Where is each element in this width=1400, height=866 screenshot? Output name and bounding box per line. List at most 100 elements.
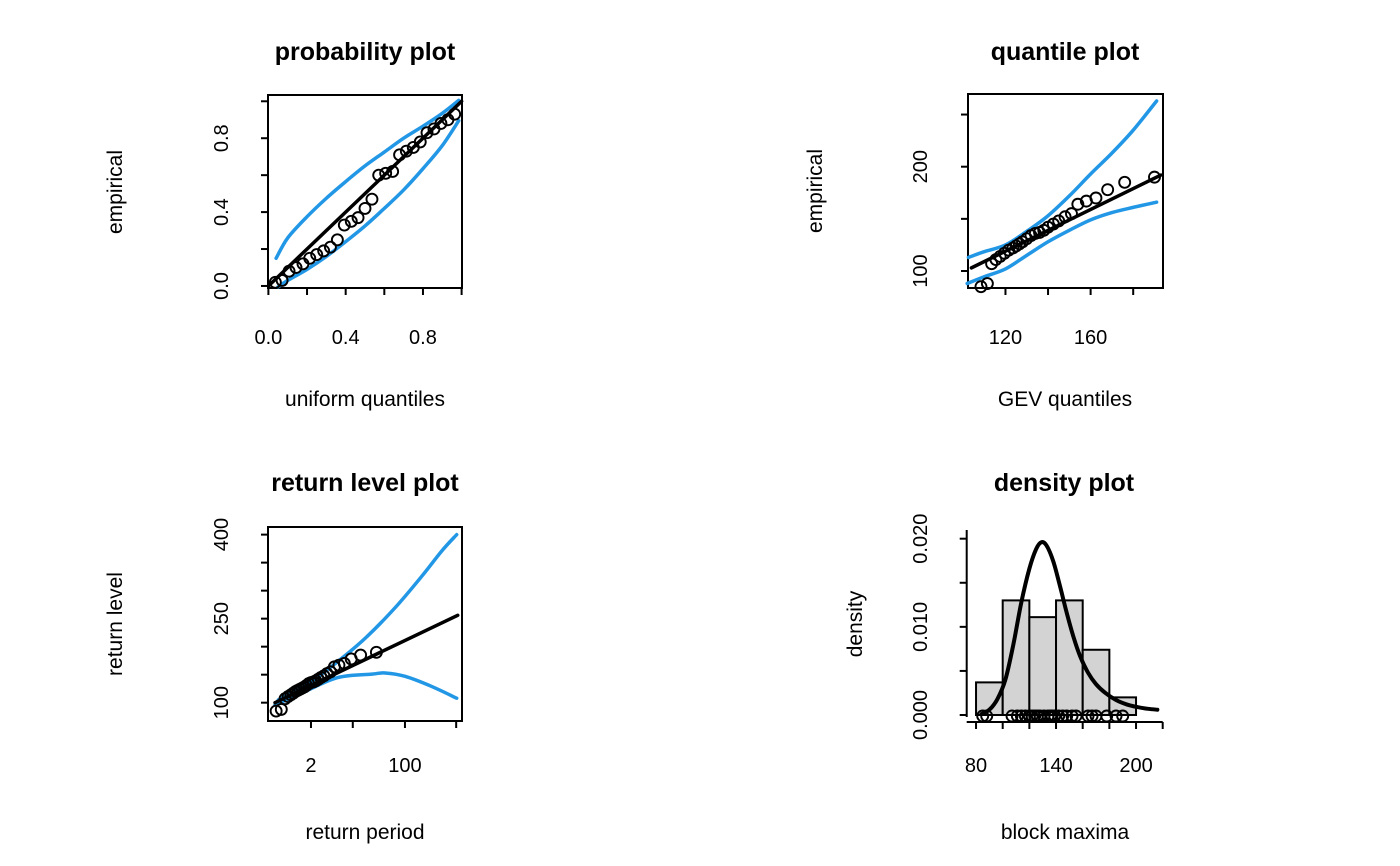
data-point: [323, 240, 337, 254]
y-tick-label: 400: [211, 518, 233, 551]
y-tick-label: 100: [211, 686, 233, 719]
rug-point: [1005, 709, 1019, 723]
data-point: [354, 648, 368, 662]
y-tick-label: 0.020: [910, 514, 932, 564]
plot-box: [267, 94, 463, 289]
data-point: [303, 251, 317, 265]
histogram-bar: [1055, 599, 1084, 717]
axes: 80 140 200 0.000 0.010 0.020: [910, 514, 1164, 777]
x-axis-label: uniform quantiles: [285, 388, 445, 411]
data-point: [1118, 175, 1132, 189]
histogram-bar: [1028, 616, 1058, 717]
series: [269, 532, 460, 718]
rug-point: [1065, 709, 1079, 723]
upper-confidence-band: [276, 532, 459, 702]
data-point: [358, 201, 372, 215]
x-tick-label: 100: [388, 755, 421, 777]
data-point: [386, 165, 400, 178]
rug-point: [1085, 709, 1099, 723]
density-curve: [979, 540, 1160, 717]
plot-box: [967, 93, 1164, 289]
x-axis-label: block maxima: [1001, 821, 1130, 844]
data-point: [282, 264, 296, 278]
series: [975, 540, 1160, 723]
rug-point: [1056, 709, 1070, 723]
data-point: [1058, 210, 1072, 224]
x-tick-label: 120: [989, 327, 1022, 349]
density-plot-panel: density plot block maxima density 80 140 2…: [844, 469, 1164, 844]
data-point: [1065, 207, 1078, 221]
data-point: [344, 214, 358, 228]
y-tick-label: 250: [211, 602, 233, 635]
return-level-plot-panel: return level plot return period return l…: [104, 469, 463, 844]
data-point: [351, 211, 365, 225]
rug-point: [1010, 709, 1024, 723]
data-point: [330, 233, 344, 247]
x-tick-label: 200: [1119, 755, 1152, 777]
probability-plot-panel: probability plot uniform quantiles empir…: [104, 38, 464, 411]
data-point: [413, 135, 427, 149]
data-point: [985, 257, 999, 271]
data-point: [974, 280, 988, 294]
axes: 120 160 100 200: [910, 113, 1135, 349]
fit-line: [266, 99, 464, 288]
x-tick-label: 0.4: [332, 327, 360, 349]
data-point: [420, 126, 434, 140]
y-tick-label: 0.000: [910, 690, 932, 740]
y-tick-label: 200: [910, 150, 932, 183]
lower-confidence-band: [965, 200, 1159, 286]
data-point: [337, 218, 351, 232]
series: [266, 98, 464, 289]
rug-point: [1060, 709, 1074, 723]
series: [965, 99, 1163, 294]
rug-point: [1018, 709, 1032, 723]
lower-confidence-band: [276, 118, 461, 289]
x-tick-label: 140: [1039, 755, 1072, 777]
data-point: [310, 248, 324, 262]
y-axis-label: empirical: [804, 149, 827, 233]
plot-title: return level plot: [271, 469, 459, 497]
quantile-plot-panel: quantile plot GEV quantiles empirical 12…: [804, 38, 1164, 411]
rug-point: [1116, 709, 1130, 723]
y-tick-label: 100: [910, 254, 932, 287]
data-point: [317, 244, 331, 258]
data-point: [1071, 197, 1085, 211]
data-point: [434, 116, 448, 130]
x-axis-label: return period: [305, 821, 424, 844]
rug-point: [1048, 709, 1062, 723]
rug-point: [1069, 709, 1083, 723]
axes: 0.0 0.4 0.8 0.0 0.4 0.8: [211, 100, 463, 349]
rug-point: [1052, 709, 1066, 723]
data-point: [379, 166, 393, 180]
data-point: [275, 273, 289, 287]
y-tick-label: 0.8: [211, 124, 233, 152]
axes: 2 100 100 250 400: [211, 518, 458, 777]
rug-point: [980, 709, 994, 723]
x-tick-label: 0.8: [409, 327, 437, 349]
data-point: [369, 645, 383, 659]
data-point: [372, 168, 386, 182]
plot-title: quantile plot: [991, 38, 1140, 66]
upper-confidence-band: [274, 98, 461, 261]
data-point: [1089, 191, 1103, 205]
data-point: [1148, 170, 1161, 184]
data-point: [289, 261, 303, 274]
data-point: [317, 669, 331, 683]
x-tick-label: 2: [305, 755, 316, 777]
y-axis-label: return level: [104, 572, 127, 676]
y-tick-label: 0.0: [211, 272, 233, 300]
upper-confidence-band: [966, 99, 1159, 260]
data-point: [980, 277, 994, 290]
data-point: [332, 658, 346, 672]
y-axis-label: empirical: [104, 150, 127, 234]
data-point: [393, 148, 407, 162]
data-point: [268, 275, 282, 289]
y-tick-label: 0.010: [910, 602, 932, 652]
rug-point: [976, 709, 990, 723]
y-tick-label: 0.4: [211, 198, 233, 226]
data-point: [365, 192, 379, 206]
y-axis-label: density: [844, 590, 867, 657]
x-tick-label: 0.0: [254, 327, 282, 349]
rug-point: [1081, 709, 1095, 723]
